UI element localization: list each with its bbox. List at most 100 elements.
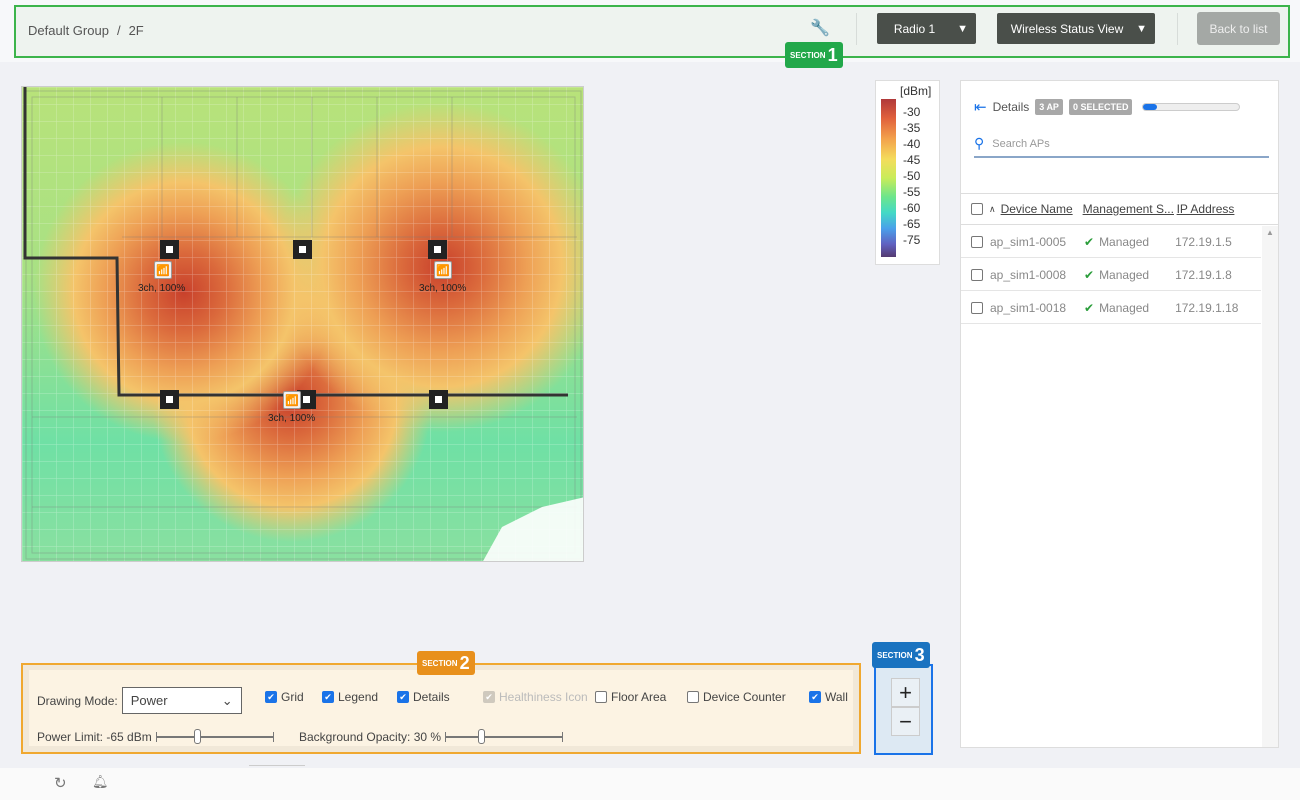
ip-address: 172.19.1.5 [1175,234,1232,249]
device-name[interactable]: ap_sim1-0018 [990,300,1067,315]
ap-wifi-icon[interactable]: 📶 [283,391,301,409]
legend-tick: -75 [903,233,921,247]
section-3-zoom: + − [874,664,933,755]
legend-tick: -55 [903,185,921,199]
sensor-marker[interactable] [297,390,316,409]
search-placeholder: Search APs [992,137,1050,150]
checkbox-label: Wall [825,690,848,704]
power-limit-slider[interactable] [155,729,274,744]
sensor-marker[interactable] [160,240,179,259]
checkbox-healthiness-icon: ✔ Healthiness Icon [483,690,588,704]
check-icon: ✔ [1084,267,1095,282]
row-checkbox[interactable] [971,301,983,314]
management-status: Managed [1099,234,1150,249]
legend-tick: -30 [903,105,921,119]
row-checkbox[interactable] [971,235,983,248]
sensor-marker[interactable] [428,240,447,259]
checkbox-details[interactable]: ✔ Details [397,690,450,704]
back-to-list-button[interactable]: Back to list [1197,12,1280,45]
checkbox-checked: ✔ [265,691,277,703]
checkbox-floor-area[interactable]: Floor Area [595,690,666,704]
drawing-mode-label: Drawing Mode: [37,693,118,708]
ip-address: 172.19.1.8 [1175,267,1232,282]
caret-down-icon: ▼ [957,22,968,35]
ap-label: 3ch, 100% [419,283,467,294]
checkbox-checked: ✔ [322,691,334,703]
ap-details-panel: ⇤ Details 3 AP 0 SELECTED ⚲ Search APs ∧ … [960,80,1279,748]
column-device-name[interactable]: Device Name [1000,202,1073,216]
search-icon: ⚲ [974,135,985,151]
ap-count-badge: 3 AP [1035,99,1063,115]
section-2-controls: Drawing Mode: Power ⌄ ✔ Grid ✔ Legend ✔ Detail… [21,663,861,754]
table-header: ∧ Device Name Management S... IP Address [961,193,1278,225]
legend-color-bar [881,99,896,257]
signal-legend: [dBm] -30 -35 -40 -45 -50 -55 -60 -65 -75 [875,80,940,265]
caret-down-icon: ▼ [1136,22,1147,35]
checkbox-label: Floor Area [611,690,667,704]
device-name[interactable]: ap_sim1-0008 [990,267,1067,282]
background-opacity-slider[interactable] [445,729,564,744]
breadcrumb-separator: / [116,23,121,38]
wrench-icon[interactable]: 🔧 [810,20,830,37]
sensor-marker[interactable] [160,390,179,409]
scrollbar[interactable]: ▲ [1262,226,1278,747]
divider [249,765,305,766]
sensor-marker[interactable] [293,240,312,259]
sensor-marker[interactable] [429,390,448,409]
power-limit-label: Power Limit: -65 dBm [37,730,152,744]
device-name[interactable]: ap_sim1-0005 [990,234,1067,249]
bell-icon[interactable]: 🔔︎ [92,774,109,789]
checkbox-wall[interactable]: ✔ Wall [809,690,848,704]
breadcrumb-group[interactable]: Default Group [28,23,109,38]
breadcrumb-floor: 2F [128,23,144,38]
drawing-mode-select[interactable]: Power ⌄ [121,687,242,714]
search-ap-input[interactable]: ⚲ Search APs [974,131,1269,158]
column-management-status[interactable]: Management S... [1082,202,1174,216]
checkbox-checked: ✔ [809,691,821,703]
ap-wifi-icon[interactable]: 📶 [434,261,452,279]
checkbox-checked: ✔ [483,691,495,703]
view-dropdown[interactable]: Wireless Status View ▼ [997,13,1155,44]
checkbox-grid[interactable]: ✔ Grid [265,690,304,704]
legend-unit: [dBm] [900,84,932,98]
divider [856,13,857,45]
background-opacity-label: Background Opacity: 30 % [299,730,442,744]
zoom-in-button[interactable]: + [891,678,920,707]
progress-bar [1142,103,1241,111]
ap-label: 3ch, 100% [138,283,186,294]
details-label: Details [992,100,1030,114]
sort-asc-icon[interactable]: ∧ [989,203,996,214]
collapse-list-icon[interactable]: ⇤ [974,99,987,116]
management-status: Managed [1099,267,1150,282]
legend-tick: -35 [903,121,921,135]
ap-wifi-icon[interactable]: 📶 [154,261,172,279]
select-all-checkbox[interactable] [971,203,983,215]
checkbox-checked: ✔ [397,691,409,703]
breadcrumb: Default Group / 2F [28,23,152,38]
legend-ticks: -30 -35 -40 -45 -50 -55 -60 -65 -75 [903,104,920,248]
section-3-badge: SECTION 3 [872,642,930,668]
legend-tick: -45 [903,153,921,167]
table-row[interactable]: ap_sim1-0008 ✔ Managed 172.19.1.8 [961,259,1261,291]
management-status: Managed [1099,300,1150,315]
ap-label: 3ch, 100% [268,413,316,424]
column-ip-address[interactable]: IP Address [1176,202,1235,216]
divider [1177,13,1178,45]
checkbox-label: Legend [338,690,379,704]
checkbox-label: Healthiness Icon [499,690,588,704]
ip-address: 172.19.1.18 [1175,300,1239,315]
checkbox-label: Grid [281,690,304,704]
checkbox-label: Details [413,690,450,704]
checkbox-device-counter[interactable]: Device Counter [687,690,786,704]
zoom-out-button[interactable]: − [891,707,920,736]
table-row[interactable]: ap_sim1-0018 ✔ Managed 172.19.1.18 [961,292,1261,324]
checkbox-label: Device Counter [703,690,786,704]
chevron-down-icon: ⌄ [221,692,233,708]
checkbox-legend[interactable]: ✔ Legend [322,690,378,704]
table-row[interactable]: ap_sim1-0005 ✔ Managed 172.19.1.5 [961,226,1261,258]
row-checkbox[interactable] [971,268,983,281]
refresh-icon[interactable]: ↻ [54,775,67,792]
radio-dropdown[interactable]: Radio 1 ▼ [877,13,976,44]
heatmap-floorplan[interactable]: 📶 3ch, 100% 📶 3ch, 100% 📶 3ch, 100% [21,86,584,562]
section-1-badge: SECTION 1 [785,42,843,68]
